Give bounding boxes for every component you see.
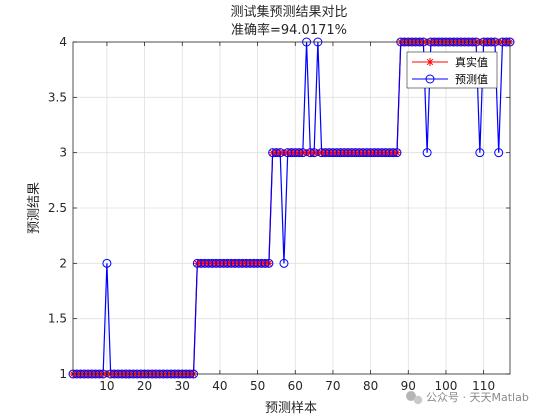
predicted-point: [260, 258, 270, 268]
x-tick-label: 50: [250, 379, 265, 393]
y-tick-label: 1.5: [48, 312, 67, 326]
legend-box: [406, 51, 498, 89]
x-tick-label: 80: [363, 379, 378, 393]
x-tick-label: 40: [212, 379, 227, 393]
x-tick-label: 20: [137, 379, 152, 393]
predicted-point: [475, 148, 485, 158]
legend-marker-actual: [426, 58, 434, 66]
x-tick-label: 100: [435, 379, 458, 393]
y-axis-label: 预测结果: [27, 182, 42, 234]
ticks: 10 20 30 40 50 60 70 80 90 100 110 1 1.5 2 2.5 3 3.5 4: [48, 35, 510, 393]
x-tick-label: 110: [472, 379, 495, 393]
predicted-point: [279, 258, 289, 268]
x-tick-label: 10: [99, 379, 114, 393]
predicted-point: [494, 148, 504, 158]
predicted-point: [388, 148, 398, 158]
predicted-point: [294, 148, 304, 158]
x-tick-label: 70: [325, 379, 340, 393]
y-tick-label: 4: [59, 35, 67, 49]
predicted-point: [102, 258, 112, 268]
predicted-point: [422, 148, 432, 158]
x-axis-label: 预测样本: [265, 401, 317, 416]
legend-label-actual: 真实值: [455, 55, 488, 69]
y-tick-label: 3: [59, 146, 67, 160]
predicted-point: [264, 258, 274, 268]
predicted-point: [305, 148, 315, 158]
predicted-point: [271, 148, 281, 158]
y-tick-label: 3.5: [48, 90, 67, 104]
x-tick-label: 30: [175, 379, 190, 393]
y-tick-label: 1: [59, 367, 67, 381]
predicted-point: [392, 148, 402, 158]
x-tick-label: 90: [401, 379, 416, 393]
watermark-text: 公众号 · 天天Matlab: [426, 391, 529, 404]
legend-marker-predicted: [425, 74, 435, 84]
chart-subtitle: 准确率=94.0171%: [231, 22, 347, 38]
x-tick-label: 60: [288, 379, 303, 393]
watermark: 公众号 · 天天Matlab: [406, 391, 529, 405]
chart-title: 测试集预测结果对比: [230, 4, 347, 20]
y-tick-label: 2: [59, 256, 67, 270]
wechat-icon: [406, 391, 423, 405]
y-tick-label: 2.5: [48, 201, 67, 215]
legend: 真实值 预测值: [406, 51, 498, 89]
legend-label-predicted: 预测值: [455, 73, 488, 86]
